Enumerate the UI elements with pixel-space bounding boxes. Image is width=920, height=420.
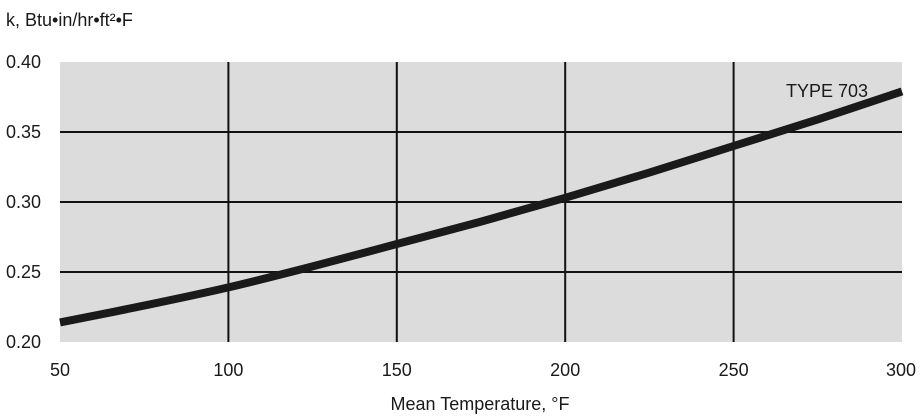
x-tick-label: 150 (382, 360, 412, 380)
y-tick-label: 0.30 (6, 192, 41, 212)
series-line-type-703 (59, 87, 904, 327)
x-tick-label: 200 (550, 360, 580, 380)
y-tick-label: 0.40 (6, 52, 41, 72)
x-tick-label: 50 (50, 360, 70, 380)
y-tick-label: 0.35 (6, 122, 41, 142)
gridlines (60, 62, 902, 342)
x-tick-label: 100 (213, 360, 243, 380)
y-tick-label: 0.20 (6, 332, 41, 352)
y-tick-label: 0.25 (6, 262, 41, 282)
x-tick-labels: 50 100 150 200 250 300 (50, 360, 916, 380)
series-label-type-703: TYPE 703 (786, 81, 868, 101)
y-axis-title: k, Btu•in/hr•ft²•F (6, 10, 133, 30)
x-tick-label: 300 (886, 360, 916, 380)
y-tick-labels: 0.40 0.35 0.30 0.25 0.20 (6, 52, 41, 352)
x-axis-title: Mean Temperature, °F (391, 394, 570, 414)
series-layer (59, 87, 904, 327)
x-tick-label: 250 (719, 360, 749, 380)
